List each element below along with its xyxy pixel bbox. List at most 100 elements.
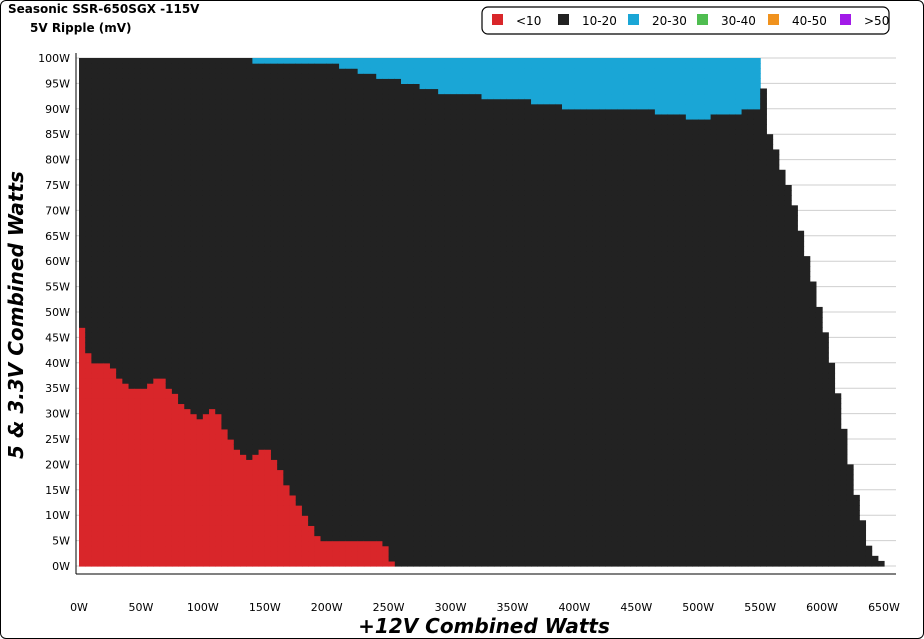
heatmap-cell	[270, 256, 278, 262]
heatmap-cell	[171, 525, 179, 532]
heatmap-cell	[215, 367, 223, 374]
heatmap-cell	[295, 555, 303, 562]
heatmap-cell	[246, 550, 253, 557]
heatmap-cell	[134, 510, 142, 516]
heatmap-cell	[289, 78, 297, 84]
heatmap-cell	[240, 413, 247, 420]
heatmap-cell	[79, 220, 86, 227]
heatmap-cell	[370, 124, 377, 130]
heatmap-cell	[351, 68, 359, 74]
heatmap-cell	[178, 372, 185, 379]
heatmap-cell	[264, 235, 272, 242]
heatmap-cell	[264, 494, 272, 501]
heatmap-cell	[277, 540, 284, 547]
heatmap-cell	[109, 454, 117, 460]
heatmap-cell	[308, 98, 315, 105]
heatmap-cell	[301, 83, 309, 90]
heatmap-cell	[295, 530, 303, 537]
heatmap-cell	[339, 362, 346, 369]
heatmap-cell	[295, 342, 303, 349]
heatmap-cell	[357, 124, 365, 130]
heatmap-cell	[202, 210, 210, 217]
heatmap-cell	[357, 459, 365, 465]
heatmap-cell	[184, 388, 192, 394]
heatmap-cell	[314, 225, 322, 232]
heatmap-cell	[140, 474, 148, 481]
heatmap-cell	[122, 179, 130, 186]
heatmap-cell	[215, 164, 223, 171]
heatmap-cell	[159, 555, 167, 562]
heatmap-cell	[382, 479, 390, 486]
heatmap-cell	[376, 489, 384, 496]
heatmap-cell	[159, 185, 167, 191]
heatmap-cell	[97, 286, 105, 293]
heatmap-cell	[326, 281, 334, 288]
heatmap-cell	[171, 530, 179, 537]
heatmap-cell	[91, 78, 99, 84]
heatmap-cell	[258, 469, 266, 476]
heatmap-cell	[246, 118, 253, 125]
heatmap-cell	[351, 449, 359, 455]
heatmap-cell	[320, 444, 328, 450]
heatmap-cell	[314, 174, 322, 181]
heatmap-cell	[165, 108, 173, 115]
heatmap-cells	[79, 58, 885, 567]
heatmap-cell	[295, 540, 303, 547]
heatmap-cell	[159, 413, 167, 420]
heatmap-cell	[320, 342, 328, 349]
heatmap-cell	[85, 88, 92, 95]
heatmap-cell	[363, 78, 371, 84]
heatmap-cell	[153, 530, 161, 537]
heatmap-cell	[97, 225, 105, 232]
heatmap-cell	[308, 525, 315, 532]
heatmap-cell	[252, 179, 260, 186]
heatmap-cell	[122, 124, 130, 130]
heatmap-cell	[85, 505, 92, 511]
heatmap-cell	[184, 327, 192, 333]
heatmap-cell	[221, 428, 229, 435]
heatmap-cell	[209, 291, 216, 298]
heatmap-cell	[351, 332, 359, 338]
heatmap-cell	[351, 337, 359, 344]
heatmap-cell	[363, 281, 371, 288]
heatmap-cell	[326, 129, 334, 135]
heatmap-cell	[91, 383, 99, 389]
heatmap-cell	[283, 124, 291, 130]
heatmap-cell	[196, 261, 204, 267]
heatmap-cell	[159, 195, 167, 201]
heatmap-cell	[308, 449, 315, 455]
heatmap-cell	[202, 444, 210, 450]
heatmap-cell	[221, 210, 229, 217]
heatmap-cell	[103, 301, 111, 308]
heatmap-cell	[345, 205, 353, 211]
heatmap-cell	[209, 322, 216, 328]
heatmap-cell	[376, 550, 384, 557]
heatmap-cell	[382, 347, 390, 354]
heatmap-cell	[209, 555, 216, 562]
heatmap-cell	[202, 276, 210, 283]
heatmap-cell	[159, 459, 167, 465]
heatmap-cell	[240, 301, 247, 308]
heatmap-cell	[277, 418, 284, 425]
heatmap-cell	[134, 418, 142, 425]
heatmap-cell	[103, 93, 111, 100]
heatmap-cell	[314, 93, 322, 100]
heatmap-cell	[147, 555, 154, 562]
heatmap-cell	[184, 484, 192, 491]
heatmap-cell	[159, 317, 167, 323]
heatmap-cell	[376, 245, 384, 252]
heatmap-cell	[109, 195, 117, 201]
heatmap-cell	[332, 403, 340, 410]
heatmap-cell	[277, 225, 284, 232]
heatmap-cell	[345, 225, 353, 232]
heatmap-cell	[301, 393, 309, 399]
heatmap-cell	[382, 220, 390, 227]
heatmap-cell	[116, 317, 123, 323]
heatmap-cell	[320, 332, 328, 338]
heatmap-cell	[97, 342, 105, 349]
heatmap-cell	[202, 347, 210, 354]
heatmap-cell	[314, 555, 322, 562]
heatmap-cell	[122, 169, 130, 176]
heatmap-cell	[258, 301, 266, 308]
heatmap-cell	[79, 230, 86, 237]
